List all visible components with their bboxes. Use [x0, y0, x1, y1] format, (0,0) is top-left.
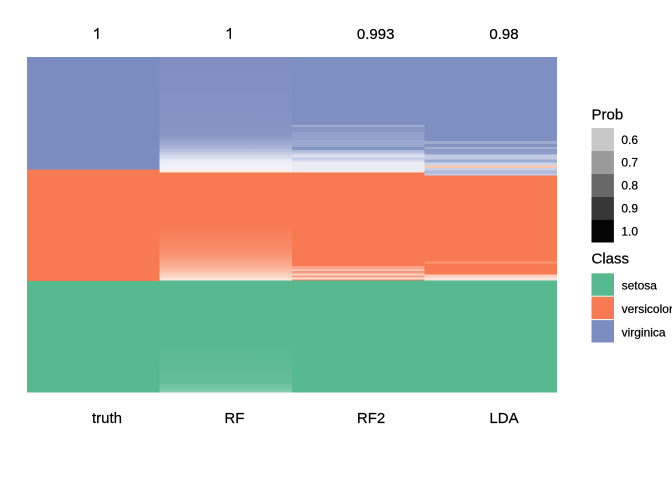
svg-text:Prob: Prob — [592, 107, 624, 124]
svg-text:0.993: 0.993 — [357, 26, 395, 43]
svg-text:0.7: 0.7 — [621, 156, 638, 170]
svg-text:0.98: 0.98 — [489, 26, 518, 43]
svg-text:RF: RF — [224, 410, 244, 427]
svg-text:0.6: 0.6 — [621, 133, 638, 147]
svg-text:0.9: 0.9 — [621, 202, 638, 216]
svg-text:LDA: LDA — [489, 410, 518, 427]
svg-text:truth: truth — [92, 410, 122, 427]
svg-text:RF2: RF2 — [357, 410, 385, 427]
svg-text:1.0: 1.0 — [621, 224, 638, 238]
svg-text:Class: Class — [592, 251, 630, 268]
svg-text:0.8: 0.8 — [621, 179, 638, 193]
svg-text:setosa: setosa — [622, 279, 658, 293]
svg-text:versicolor: versicolor — [622, 302, 672, 316]
svg-text:virginica: virginica — [622, 326, 666, 340]
